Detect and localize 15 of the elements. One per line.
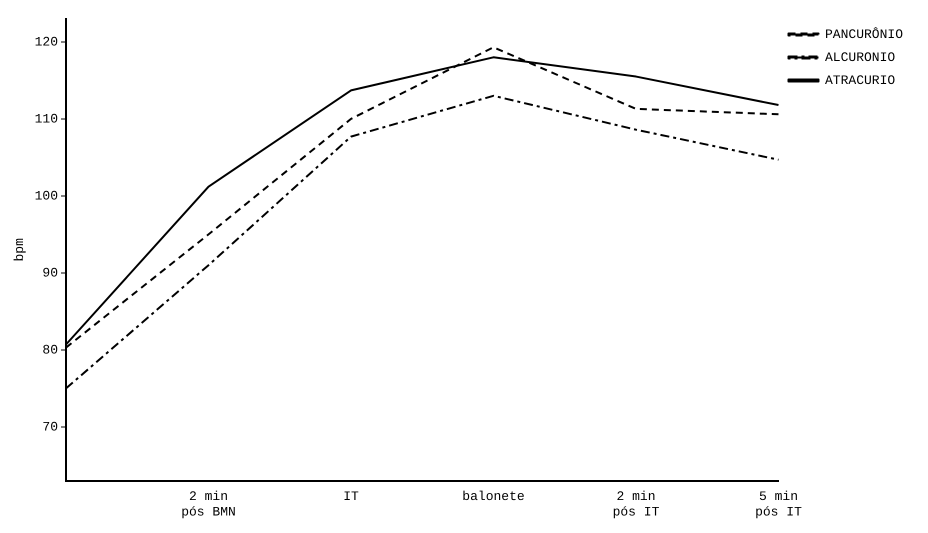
- legend-label: ATRACURIO: [824, 72, 896, 88]
- x-tick-label: balonete: [462, 489, 525, 504]
- x-tick-label: IT: [343, 489, 359, 504]
- y-tick-label: 80: [42, 342, 58, 358]
- y-axis-title: bpm: [12, 238, 28, 262]
- legend-label: ALCURONIO: [824, 50, 896, 65]
- x-tick-label: 5 min pós IT: [755, 489, 802, 520]
- x-tick-label: 2 min pós BMN: [181, 489, 236, 520]
- y-tick-label: 70: [42, 419, 58, 434]
- legend-label: PANCURÔNIO: [824, 26, 904, 42]
- y-tick-label: 90: [42, 265, 58, 280]
- y-tick-label: 120: [34, 34, 58, 50]
- y-tick-label: 100: [34, 188, 58, 204]
- x-tick-label: 2 min pós IT: [612, 489, 660, 520]
- y-tick-label: 110: [34, 111, 58, 126]
